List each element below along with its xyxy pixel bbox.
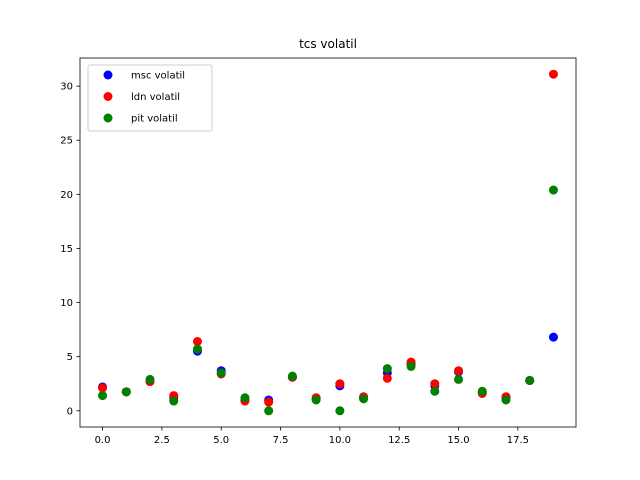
data-point [335, 406, 345, 416]
legend-label: ldn volatil [131, 92, 180, 103]
chart-title: tcs volatil [299, 37, 357, 51]
data-point [121, 387, 131, 397]
x-tick-label: 5.0 [213, 435, 229, 446]
y-tick-label: 20 [60, 190, 73, 201]
data-point [454, 374, 464, 384]
data-point [548, 69, 558, 79]
series-pit-volatil [98, 185, 558, 416]
y-tick-label: 15 [60, 244, 73, 255]
data-point [264, 406, 274, 416]
data-point [192, 344, 202, 354]
data-point [382, 364, 392, 374]
x-axis: 0.0 2.5 5.0 7.5 10.0 12.5 15.0 17.5 [95, 427, 529, 446]
legend-box [87, 64, 213, 132]
legend-label: pit volatil [131, 114, 178, 125]
data-point [287, 371, 297, 381]
data-point [525, 375, 535, 385]
y-tick-label: 5 [67, 352, 73, 363]
y-tick-label: 30 [60, 82, 73, 93]
data-point [359, 394, 369, 404]
data-point [430, 386, 440, 396]
plot-area [79, 57, 577, 428]
x-tick-label: 2.5 [154, 435, 170, 446]
x-tick-label: 0.0 [95, 435, 111, 446]
data-point [335, 379, 345, 389]
y-axis: 0 5 10 15 20 25 30 [60, 82, 80, 417]
x-tick-label: 7.5 [273, 435, 289, 446]
data-point [264, 397, 274, 407]
data-points [98, 69, 558, 416]
data-point [98, 391, 108, 401]
y-tick-label: 10 [60, 298, 73, 309]
legend-marker [103, 70, 113, 80]
data-point [145, 374, 155, 384]
data-point [430, 379, 440, 389]
legend: msc volatil ldn volatil pit volatil [87, 64, 213, 132]
data-point [192, 337, 202, 347]
data-point [382, 373, 392, 383]
data-point [240, 393, 250, 403]
y-tick-label: 0 [67, 406, 73, 417]
data-point [98, 383, 108, 393]
plot-frame [79, 57, 577, 428]
data-point [548, 185, 558, 195]
data-point [454, 366, 464, 376]
y-tick-label: 25 [60, 136, 73, 147]
data-point [548, 332, 558, 342]
x-tick-label: 15.0 [447, 435, 469, 446]
x-tick-label: 10.0 [329, 435, 351, 446]
legend-marker [103, 113, 113, 123]
x-tick-label: 12.5 [388, 435, 410, 446]
data-point [501, 395, 511, 405]
data-point [311, 395, 321, 405]
data-point [477, 386, 487, 396]
x-tick-label: 17.5 [507, 435, 529, 446]
legend-marker [103, 92, 113, 101]
data-point [406, 361, 416, 371]
legend-label: msc volatil [131, 71, 185, 82]
data-point [216, 368, 226, 378]
data-point [169, 396, 179, 406]
